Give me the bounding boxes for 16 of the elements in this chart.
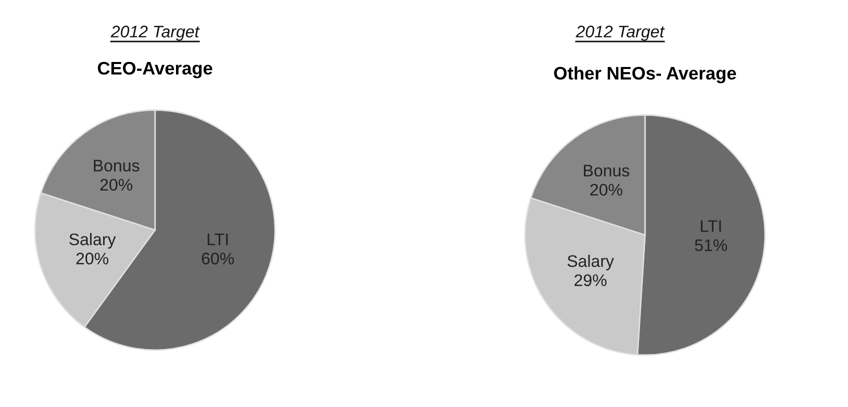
data-label: 20% [100,178,132,191]
slice-label: LTI [208,234,228,246]
chart-title: 2012 Target [110,26,200,41]
data-label: 51% [694,239,728,252]
chart-subtitle: Other NEOs- Average [554,66,736,84]
data-label: 29% [574,274,606,286]
chart-subtitle: CEO-Average [98,62,212,78]
data-label: 20% [76,252,108,264]
slice-label: Salary [568,254,614,270]
data-label: 20% [590,184,622,196]
slice-label: LTI [700,220,721,232]
slice-label: Bonus [584,164,630,176]
slice-label: Salary [69,233,116,249]
slice-label: Bonus [94,160,140,172]
chart-title: 2012 Target [576,26,665,41]
data-label: 60% [202,252,234,264]
